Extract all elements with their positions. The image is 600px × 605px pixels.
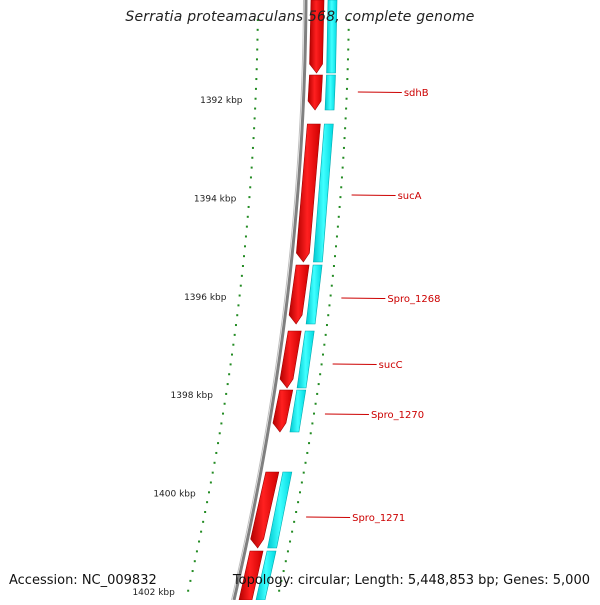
scale-label: 1392 kbp [200, 96, 243, 106]
gene-label: Spro_1271 [352, 513, 405, 524]
gene-label: sucC [379, 360, 403, 371]
scale-label: 1400 kbp [153, 490, 196, 500]
reverse-gene-block [267, 471, 293, 549]
forward-gene-block [307, 74, 323, 111]
backbone-line [232, 0, 308, 601]
scale-label: 1398 kbp [171, 391, 214, 401]
reverse-gene-block [326, 0, 338, 74]
reverse-gene-block [324, 74, 336, 111]
topology-summary: Topology: circular; Length: 5,448,853 bp… [232, 573, 590, 588]
gene-label: sucA [398, 191, 422, 202]
genome-title: Serratia proteamaculans 568, complete ge… [125, 9, 475, 25]
forward-gene-block [296, 123, 321, 263]
gene-leader-line [306, 516, 351, 518]
outer-ticks [278, 19, 350, 592]
forward-gene-block [272, 389, 294, 433]
forward-strand-track [238, 0, 325, 601]
reverse-gene-block [289, 389, 307, 433]
forward-gene-block [309, 0, 325, 74]
scale-label: 1402 kbp [132, 588, 175, 598]
scale-label: 1396 kbp [184, 293, 227, 303]
gene-label: Spro_1270 [371, 410, 424, 421]
gene-leader-line [324, 413, 369, 415]
gene-label: sdhB [404, 88, 429, 99]
scale-labels: 1392 kbp 1394 kbp 1396 kbp 1398 kbp 1400 kbp… [132, 96, 242, 598]
reverse-gene-block [313, 123, 334, 263]
reverse-gene-block [305, 264, 323, 325]
scale-ticks [187, 19, 259, 592]
gene-leader-line [332, 363, 377, 365]
reverse-gene-block [296, 330, 315, 389]
backbone-track [231, 0, 308, 601]
forward-gene-block [288, 264, 310, 325]
forward-gene-block [279, 330, 302, 389]
forward-gene-block [250, 471, 280, 549]
reverse-strand-track [255, 0, 338, 601]
gene-labels: sdhB sucA Spro_1268 sucC Spro_1270 Spro_1271 [306, 88, 440, 524]
gene-leader-line [357, 91, 402, 93]
scale-label: 1394 kbp [194, 194, 237, 204]
gene-leader-line [351, 194, 396, 196]
gene-leader-line [341, 297, 386, 299]
accession-text: Accession: NC_009832 [9, 573, 157, 588]
gene-label: Spro_1268 [387, 294, 440, 305]
backbone-shadow [231, 0, 304, 601]
